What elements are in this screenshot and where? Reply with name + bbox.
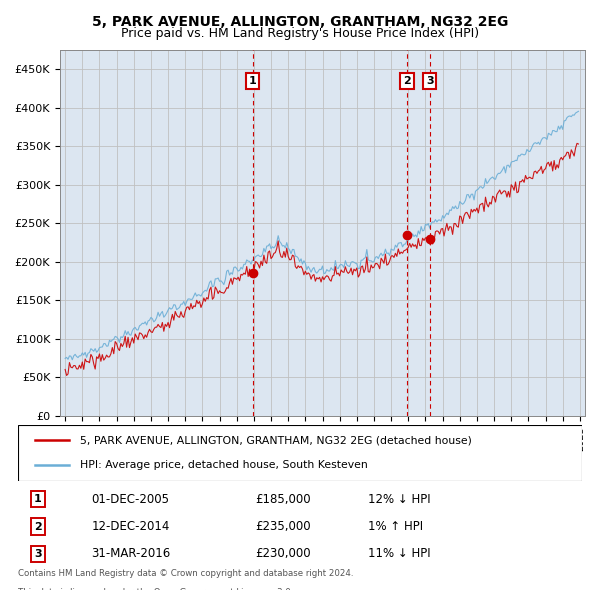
Text: 1% ↑ HPI: 1% ↑ HPI — [368, 520, 423, 533]
Text: 12% ↓ HPI: 12% ↓ HPI — [368, 493, 430, 506]
Text: 5, PARK AVENUE, ALLINGTON, GRANTHAM, NG32 2EG: 5, PARK AVENUE, ALLINGTON, GRANTHAM, NG3… — [92, 15, 508, 29]
Text: 5, PARK AVENUE, ALLINGTON, GRANTHAM, NG32 2EG (detached house): 5, PARK AVENUE, ALLINGTON, GRANTHAM, NG3… — [80, 435, 472, 445]
Text: 3: 3 — [426, 76, 434, 86]
Text: 1: 1 — [248, 76, 256, 86]
Text: 11% ↓ HPI: 11% ↓ HPI — [368, 548, 430, 560]
Text: 31-MAR-2016: 31-MAR-2016 — [91, 548, 170, 560]
Text: 3: 3 — [34, 549, 41, 559]
Text: 1: 1 — [34, 494, 41, 504]
Text: 2: 2 — [34, 522, 41, 532]
Text: This data is licensed under the Open Government Licence v3.0.: This data is licensed under the Open Gov… — [18, 588, 293, 590]
Text: 01-DEC-2005: 01-DEC-2005 — [91, 493, 169, 506]
Text: £185,000: £185,000 — [255, 493, 311, 506]
Text: Contains HM Land Registry data © Crown copyright and database right 2024.: Contains HM Land Registry data © Crown c… — [18, 569, 353, 578]
Text: HPI: Average price, detached house, South Kesteven: HPI: Average price, detached house, Sout… — [80, 460, 368, 470]
FancyBboxPatch shape — [18, 425, 582, 481]
Text: Price paid vs. HM Land Registry's House Price Index (HPI): Price paid vs. HM Land Registry's House … — [121, 27, 479, 40]
Text: £230,000: £230,000 — [255, 548, 311, 560]
Text: £235,000: £235,000 — [255, 520, 311, 533]
Text: 2: 2 — [403, 76, 411, 86]
Text: 12-DEC-2014: 12-DEC-2014 — [91, 520, 170, 533]
